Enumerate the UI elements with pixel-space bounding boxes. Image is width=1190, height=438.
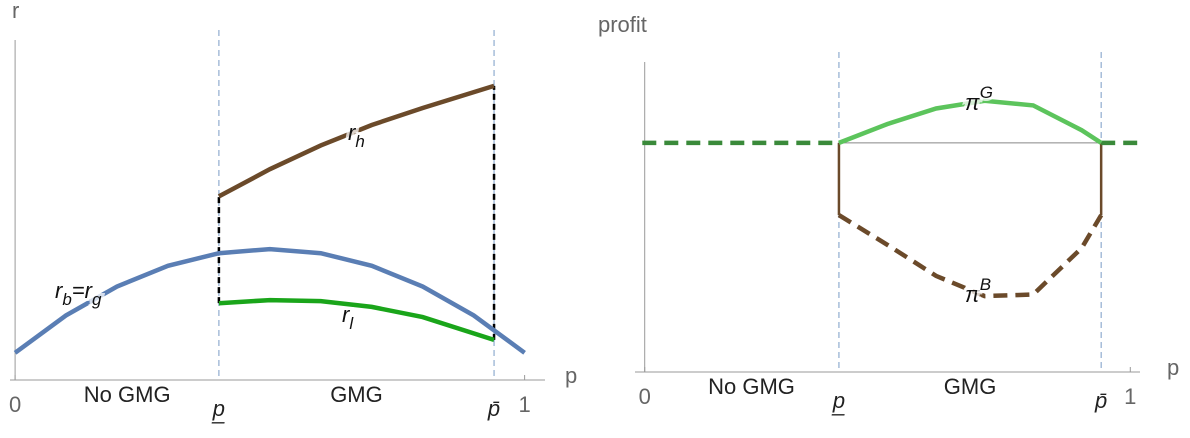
- region-label: No GMG: [708, 374, 795, 399]
- series-line: [838, 98, 1103, 145]
- curve-label-part: π: [965, 282, 981, 307]
- series-line: [218, 297, 495, 343]
- curve-label-part: G: [980, 83, 993, 102]
- threshold-label: p̄: [487, 396, 500, 421]
- region-label: No GMG: [84, 382, 171, 407]
- threshold-label: p̲: [211, 396, 225, 424]
- x-axis-label: p: [565, 363, 577, 388]
- x-tick-label: 1: [518, 392, 530, 417]
- curve-label-part: π: [965, 90, 981, 115]
- threshold-label: p̲: [831, 388, 845, 416]
- region-label: GMG: [944, 374, 997, 399]
- y-axis-label: profit: [598, 12, 647, 37]
- threshold-label: p̄: [1094, 388, 1107, 413]
- series-line: [837, 213, 1104, 299]
- curve-label-part: b: [62, 290, 71, 309]
- x-axis-label: p: [1167, 355, 1179, 380]
- curve-label-part: B: [980, 275, 991, 294]
- series-line: [217, 83, 495, 199]
- x-tick-label: 1: [1124, 384, 1136, 409]
- region-label: GMG: [330, 382, 383, 407]
- curve-label: rh: [348, 120, 365, 151]
- curve-label-part: =r: [72, 278, 94, 303]
- curve-label: rb=rg: [55, 278, 102, 309]
- y-axis-label: r: [12, 0, 19, 23]
- curve-label-part: h: [355, 132, 364, 151]
- curve-label: πB: [965, 275, 991, 307]
- curve-label-part: g: [92, 290, 102, 309]
- x-tick-label: 0: [639, 384, 651, 409]
- curve-label-part: l: [349, 314, 354, 333]
- curve-label: πG: [965, 83, 993, 115]
- x-tick-label: 0: [9, 392, 21, 417]
- series-line: [13, 246, 526, 355]
